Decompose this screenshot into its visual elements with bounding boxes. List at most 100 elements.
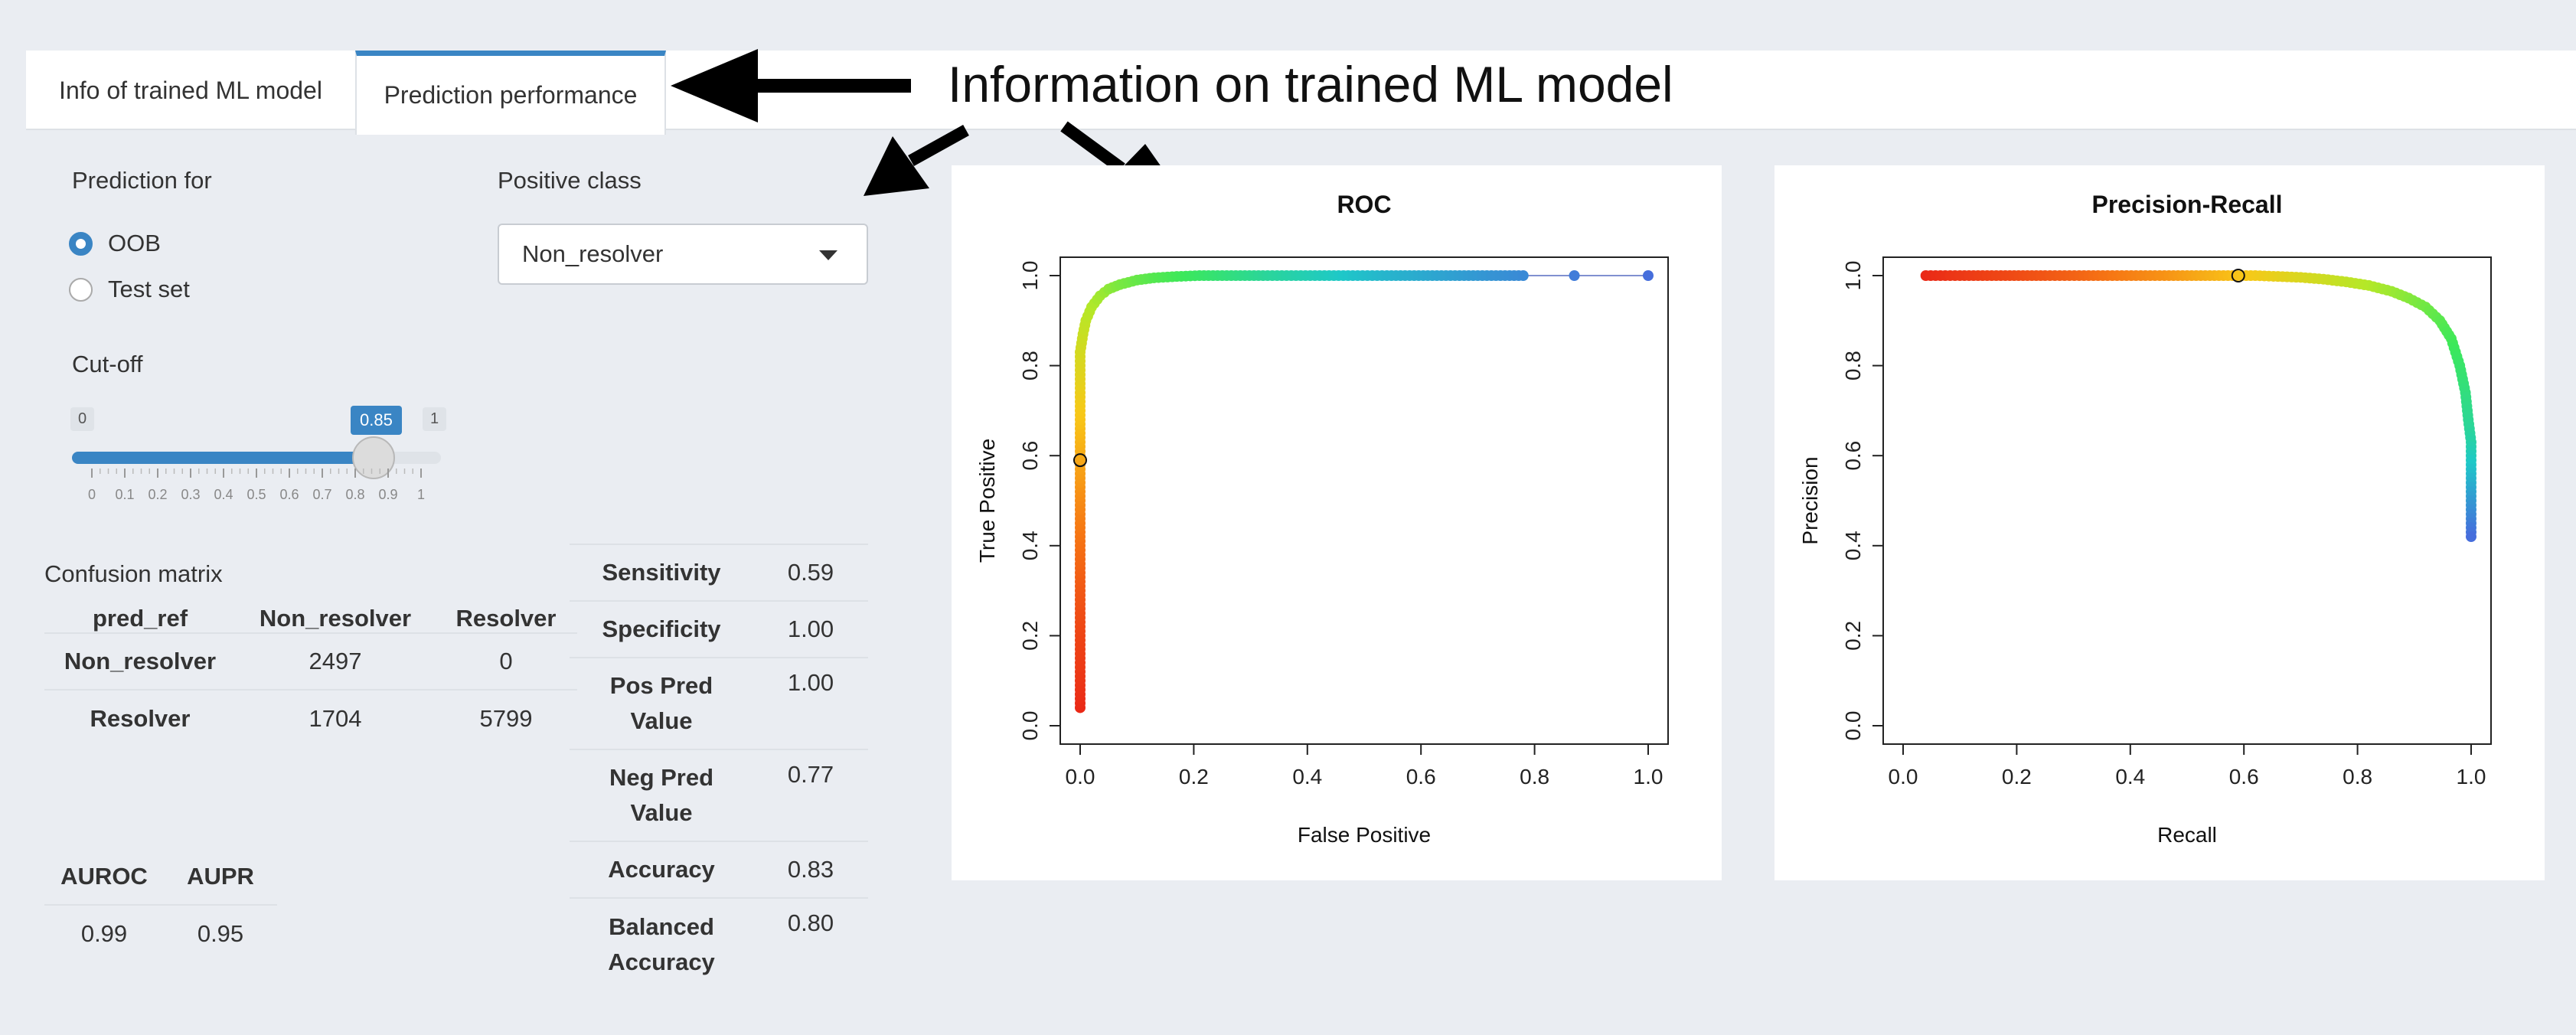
x-tick-label: 0.4 [2115,765,2145,788]
table-row: Specificity 1.00 [570,601,868,658]
metrics-table: Sensitivity 0.59 Specificity 1.00 Pos Pred… [570,544,868,990]
table-row: pred_ref Non_resolver Resolver [44,605,577,633]
metric-name: Neg Pred Value [609,764,714,826]
x-tick-label: 0.2 [1179,765,1209,788]
data-point [1643,270,1654,281]
y-tick-label: 0.2 [1018,621,1042,651]
pr-chart: Precision-Recall 0.0 0.2 0.4 0.6 0.8 1.0 0.0 0.2… [1798,191,2492,847]
table-cell: 0.95 [164,904,277,962]
slider-tick-label: 0.4 [214,487,233,502]
roc-plot-panel: ROC 0.0 0.2 0.4 0.6 0.8 1.0 0.0 0.2 0.4 0.6 0.8 1.0 F… [952,165,1722,880]
table-cell: 0 [435,632,577,690]
tab-info-of-trained-ml-model[interactable]: Info of trained ML model [59,76,322,104]
y-axis-label: True Positive [975,439,999,563]
plot-frame [1882,256,2492,745]
auc-table: AUROC AUPR 0.99 0.95 [44,848,277,962]
radio-oob-label: OOB [108,230,161,256]
cutoff-marker [1073,453,1087,468]
table-row: Accuracy 0.83 [570,841,868,898]
table-cell: 2497 [236,632,435,690]
metric-value: 1.00 [787,615,834,642]
x-tick-label: 0.0 [1889,765,1918,788]
y-tick-label: 0.2 [1841,621,1865,651]
x-tick-label: 0.6 [1406,765,1436,788]
pr-plot-panel: Precision-Recall 0.0 0.2 0.4 0.6 0.8 1.0 0.0 0.2… [1774,165,2545,880]
row-header: Resolver [44,689,236,746]
metric-value: 0.80 [787,909,834,936]
slider-tick-label: 0.2 [148,487,167,502]
radio-test-set-indicator[interactable] [69,277,93,302]
table-row: Resolver 1704 5799 [44,689,577,746]
slider-min-badge: 0 [70,407,95,431]
slider-ticks: 0 0.1 0.2 0.3 0.4 0.5 0.6 0.7 0.8 0.9 1 [88,469,425,502]
radio-oob[interactable]: OOB [69,230,161,257]
col-header: Resolver [455,605,557,632]
roc-chart: ROC 0.0 0.2 0.4 0.6 0.8 1.0 0.0 0.2 0.4 0.6 0.8 1.0 F… [975,191,1669,847]
slider-tick-label: 0.9 [378,487,397,502]
x-tick-label: 1.0 [2457,765,2486,788]
x-tick-label: 0.8 [2343,765,2372,788]
metric-value: 0.83 [787,856,834,883]
row-header: Non_resolver [44,632,236,690]
slider-tick-label: 0.7 [312,487,331,502]
y-tick-label: 0.6 [1018,441,1042,471]
table-row: Pos Pred Value 1.00 [570,658,868,749]
positive-class-select[interactable]: Non_resolver [498,224,868,285]
slider-max-badge: 1 [423,407,447,431]
cutoff-label: Cut-off [72,351,143,377]
data-point [2466,531,2476,543]
radio-oob-indicator[interactable] [69,231,93,256]
table-cell: 1704 [236,689,435,746]
x-tick-label: 0.0 [1066,765,1095,788]
confusion-matrix-table: pred_ref Non_resolver Resolver Non_resol… [44,605,577,746]
slider-value-badge: 0.85 [351,406,402,435]
col-header: AUROC [60,862,148,890]
x-tick-label: 0.6 [2229,765,2259,788]
x-tick-label: 0.8 [1520,765,1549,788]
confusion-matrix-title: Confusion matrix [44,560,223,587]
slider-tick-label: 0 [88,487,96,502]
series-line [1079,275,1648,708]
x-axis-label: False Positive [1298,823,1431,847]
chart-title: Precision-Recall [2092,191,2283,218]
annotation-text: Information on trained ML model [948,56,1673,113]
positive-class-value: Non_resolver [522,240,664,267]
plot-frame [1059,256,1669,745]
table-row: Sensitivity 0.59 [570,544,868,601]
data-point [1569,270,1580,281]
x-axis-label: Recall [2157,823,2217,847]
metric-name: Accuracy [608,856,715,883]
metric-value: 0.77 [787,761,834,788]
y-tick-label: 0.4 [1018,531,1042,560]
x-tick-label: 0.2 [2002,765,2032,788]
slider-tick-label: 0.5 [246,487,266,502]
col-header: Non_resolver [259,605,412,632]
positive-class-label: Positive class [498,167,642,194]
chevron-down-icon [819,250,837,260]
table-cell: 5799 [435,689,577,746]
radio-test-set[interactable]: Test set [69,276,190,303]
y-tick-label: 0.8 [1841,351,1865,380]
series-line [1925,275,2472,537]
tab-prediction-performance[interactable]: Prediction performance [355,51,666,135]
y-tick-label: 0.4 [1841,531,1865,560]
chart-title: ROC [1337,191,1391,218]
radio-test-set-label: Test set [108,276,190,302]
slider-tick-label: 0.6 [279,487,299,502]
table-row: Balanced Accuracy 0.80 [570,898,868,990]
table-row: AUROC AUPR [44,848,277,905]
y-tick-label: 0.6 [1841,441,1865,471]
col-header: AUPR [187,862,254,890]
x-tick-label: 1.0 [1634,765,1663,788]
metric-value: 1.00 [787,669,834,696]
cutoff-marker [2231,269,2245,282]
data-point [1517,270,1529,281]
slider-tick-label: 1 [417,487,425,502]
metric-name: Pos Pred Value [609,672,713,734]
table-row: 0.99 0.95 [44,904,277,962]
metric-name: Sensitivity [602,559,721,586]
y-axis-label: Precision [1798,456,1822,544]
col-header: pred_ref [92,605,188,632]
slider-tick-label: 0.3 [181,487,200,502]
slider-tick-label: 0.8 [345,487,364,502]
